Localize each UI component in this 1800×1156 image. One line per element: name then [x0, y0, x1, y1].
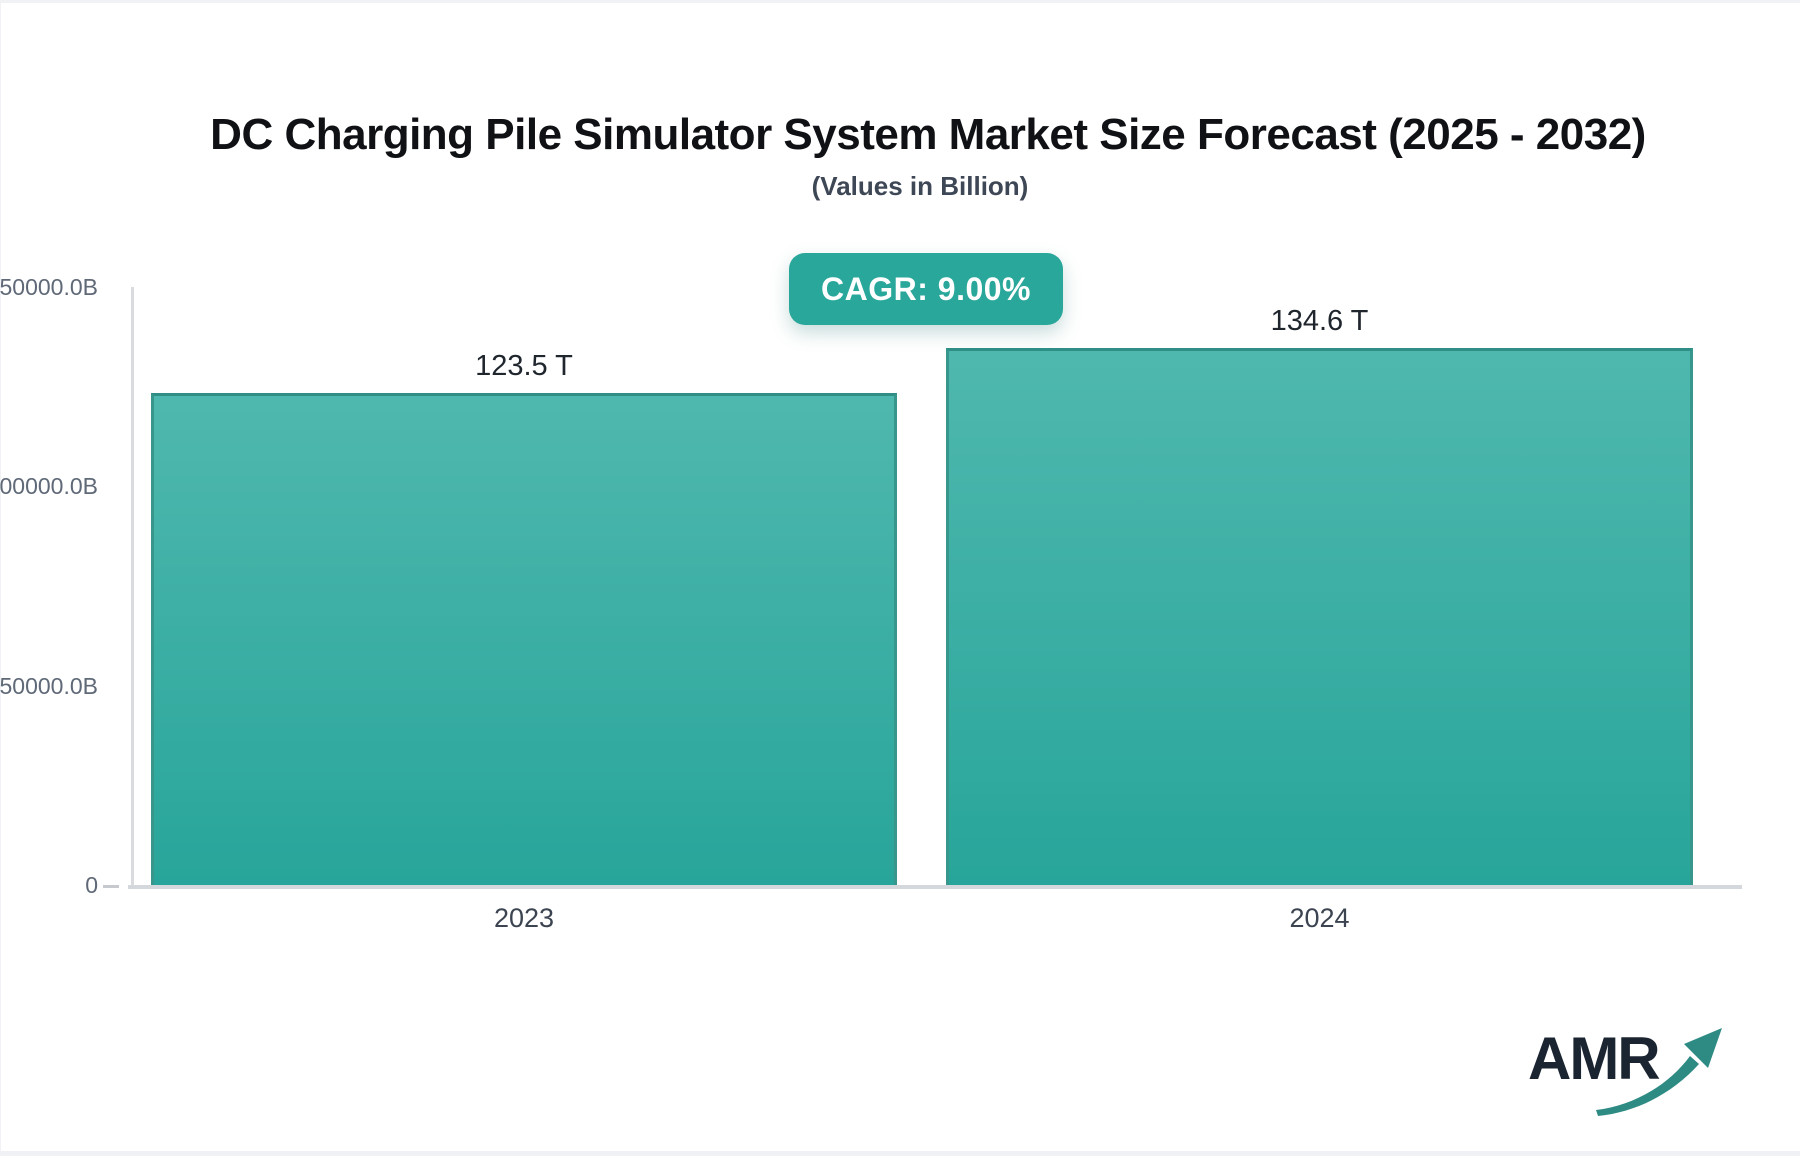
bar-2023[interactable] — [151, 393, 897, 885]
chart-title: DC Charging Pile Simulator System Market… — [210, 110, 1646, 159]
bar-value-label: 123.5 T — [475, 350, 573, 382]
top-edge-divider — [0, 0, 1800, 3]
y-tick-label: 50000.0B — [0, 673, 98, 699]
y-axis-zero-tick — [103, 885, 119, 888]
y-axis-line — [131, 287, 134, 889]
growth-arrow-icon — [1596, 1028, 1722, 1116]
y-tick-label: 0 — [85, 872, 98, 898]
x-axis-line — [128, 885, 1742, 889]
y-tick-label: 150000.0B — [0, 274, 98, 300]
x-axis-label-2024: 2024 — [1289, 903, 1350, 933]
bar-value-label: 134.6 T — [1270, 305, 1369, 337]
chart-subtitle: (Values in Billion) — [811, 171, 1029, 201]
left-edge-divider — [0, 0, 1, 1156]
cagr-badge-label: CAGR: 9.00% — [821, 270, 1031, 307]
bar-2024[interactable] — [946, 348, 1693, 885]
amr-logo-text: AMR — [1528, 1025, 1661, 1092]
bottom-edge-divider — [0, 1151, 1800, 1156]
amr-logo: AMR — [1528, 1026, 1728, 1126]
y-tick-label: 100000.0B — [0, 473, 98, 499]
x-axis-label-2023: 2023 — [493, 903, 555, 933]
cagr-badge: CAGR: 9.00% — [789, 253, 1063, 325]
